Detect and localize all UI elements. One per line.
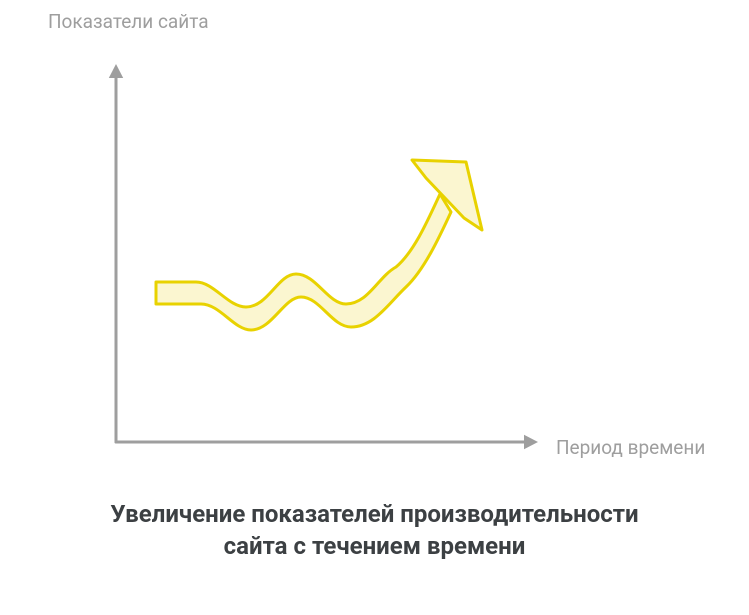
y-axis-label: Показатели сайта [48,10,209,33]
x-axis-label: Период времени [556,436,705,459]
x-axis-arrowhead-icon [524,435,538,449]
chart-svg [96,52,544,458]
chart-caption: Увеличение показателей производительност… [0,498,749,563]
y-axis-arrowhead-icon [109,64,123,78]
trend-arrow-ribbon [156,194,451,330]
